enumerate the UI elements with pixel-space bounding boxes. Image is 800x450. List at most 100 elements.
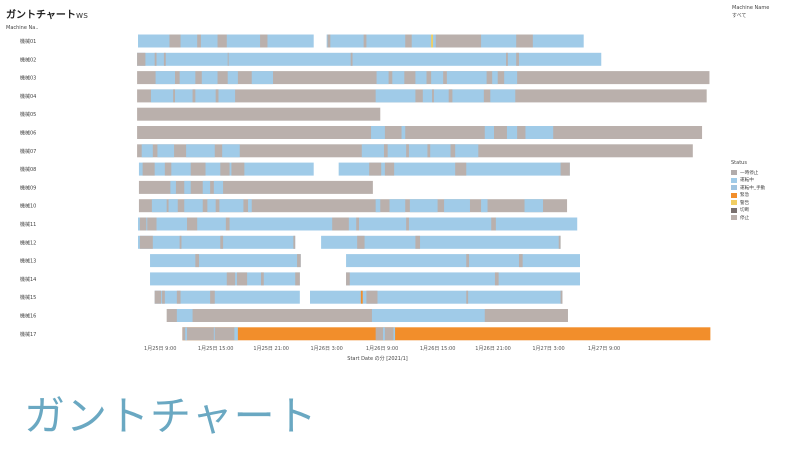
gantt-segment bbox=[371, 309, 485, 322]
legend-item[interactable]: 一時停止 bbox=[731, 169, 765, 177]
gantt-segment bbox=[415, 235, 421, 249]
legend-swatch bbox=[731, 185, 737, 191]
gantt-segment bbox=[506, 52, 508, 66]
gantt-segment bbox=[227, 52, 229, 66]
gantt-segment bbox=[431, 34, 433, 48]
gantt-segment bbox=[405, 34, 412, 48]
gantt-segment bbox=[409, 199, 438, 213]
gantt-segment bbox=[169, 34, 181, 48]
gantt-segment bbox=[518, 254, 523, 268]
gantt-segment bbox=[164, 162, 172, 176]
gantt-segment bbox=[455, 162, 467, 176]
gantt-segment bbox=[137, 126, 703, 139]
legend-item[interactable]: 警告 bbox=[731, 199, 765, 207]
gantt-segment bbox=[142, 162, 155, 176]
row-label: 機械17 bbox=[20, 331, 36, 338]
gantt-segment bbox=[376, 71, 389, 85]
legend-label: 緊急 bbox=[740, 193, 750, 199]
x-tick-label: 1月27日 9:00 bbox=[588, 346, 620, 352]
row-label: 機械11 bbox=[20, 221, 36, 228]
filter-value[interactable]: すべて bbox=[732, 13, 747, 19]
gantt-segment bbox=[504, 71, 518, 85]
gantt-segment bbox=[154, 290, 300, 304]
gantt-segment bbox=[195, 254, 200, 268]
gantt-segment bbox=[163, 52, 166, 66]
gantt-segment bbox=[484, 126, 495, 139]
legend-items: 一時停止運転中 運転中_手動 緊急 警告切断 停止 bbox=[731, 169, 765, 222]
legend-item[interactable]: 緊急 bbox=[731, 192, 765, 200]
gantt-segment bbox=[392, 71, 405, 85]
gantt-segment bbox=[558, 235, 561, 249]
gantt-segment bbox=[346, 254, 580, 268]
gantt-segment bbox=[427, 144, 431, 158]
gantt-segment bbox=[150, 254, 301, 268]
gantt-segment bbox=[138, 180, 373, 194]
gantt-segment bbox=[295, 272, 300, 286]
row-label: 機械09 bbox=[20, 184, 36, 191]
gantt-segment bbox=[137, 52, 602, 66]
gantt-segment bbox=[154, 52, 157, 66]
gantt-segment bbox=[154, 290, 162, 304]
gantt-segment bbox=[192, 89, 196, 103]
gantt-segment bbox=[506, 126, 518, 139]
x-tick-label: 1月26日 21:00 bbox=[475, 346, 511, 352]
gantt-segment bbox=[346, 272, 580, 286]
sheet-title-text: ガントチャート bbox=[6, 10, 76, 21]
legend-label: 運転中_手動 bbox=[740, 185, 766, 191]
legend-label: 運転中 bbox=[740, 178, 754, 184]
gantt-segment bbox=[220, 162, 230, 176]
gantt-segment bbox=[332, 217, 349, 231]
gantt-segment bbox=[176, 309, 193, 322]
gantt-segment bbox=[226, 272, 236, 286]
gantt-segment bbox=[406, 217, 409, 231]
gantt-segment bbox=[225, 217, 230, 231]
gantt-segment bbox=[170, 180, 176, 194]
gantt-segment bbox=[260, 34, 268, 48]
gantt-segment bbox=[184, 180, 191, 194]
legend-label: 一時停止 bbox=[740, 170, 759, 176]
gantt-segment bbox=[297, 254, 301, 268]
gantt-segment bbox=[393, 327, 396, 341]
gantt-segment bbox=[448, 89, 453, 103]
legend-item[interactable]: 停止 bbox=[731, 214, 765, 222]
legend-item[interactable]: 運転中 bbox=[731, 177, 765, 185]
x-axis-title: Start Date の分 [2021/1] bbox=[347, 355, 407, 362]
gantt-segment bbox=[450, 144, 456, 158]
gantt-segment bbox=[138, 235, 296, 249]
row-label: 機械08 bbox=[20, 166, 36, 173]
gantt-segment bbox=[375, 199, 381, 213]
gantt-segment bbox=[260, 272, 264, 286]
gantt-segment bbox=[222, 144, 240, 158]
x-tick-label: 1月27日 3:00 bbox=[532, 346, 564, 352]
gantt-segment bbox=[220, 235, 224, 249]
x-tick-label: 1月25日 9:00 bbox=[144, 346, 176, 352]
gantt-segment bbox=[150, 272, 300, 286]
gantt-segment bbox=[490, 89, 516, 103]
gantt-segment bbox=[293, 235, 296, 249]
gantt-segment bbox=[524, 199, 544, 213]
gantt-chart: 機械01 機械02 機械03 機械04 機械05 機械06 機械07 機械08 機械09 機械10… bbox=[20, 34, 711, 362]
gantt-segment bbox=[389, 199, 406, 213]
gantt-segment bbox=[406, 144, 409, 158]
row-label: 機械12 bbox=[20, 239, 36, 246]
gantt-segment bbox=[138, 199, 568, 213]
legend-label: 切断 bbox=[740, 208, 750, 214]
gantt-segment bbox=[383, 144, 388, 158]
legend-item[interactable]: 運転中_手動 bbox=[731, 184, 765, 192]
gantt-segment bbox=[190, 162, 206, 176]
gantt-segment bbox=[327, 34, 331, 48]
legend-label: 警告 bbox=[740, 200, 750, 206]
gantt-segment bbox=[516, 34, 533, 48]
gantt-segment bbox=[187, 217, 198, 231]
gantt-segment bbox=[492, 71, 498, 85]
row-label: 機械01 bbox=[20, 38, 36, 45]
gantt-segment bbox=[137, 52, 146, 66]
gantt-segment bbox=[350, 52, 353, 66]
gantt-segment bbox=[185, 327, 188, 341]
gantt-segment bbox=[363, 34, 367, 48]
legend-swatch bbox=[731, 177, 737, 183]
gantt-segment bbox=[151, 199, 167, 213]
x-tick-label: 1月26日 3:00 bbox=[310, 346, 342, 352]
legend-item[interactable]: 切断 bbox=[731, 207, 765, 215]
gantt-segment bbox=[525, 126, 554, 139]
